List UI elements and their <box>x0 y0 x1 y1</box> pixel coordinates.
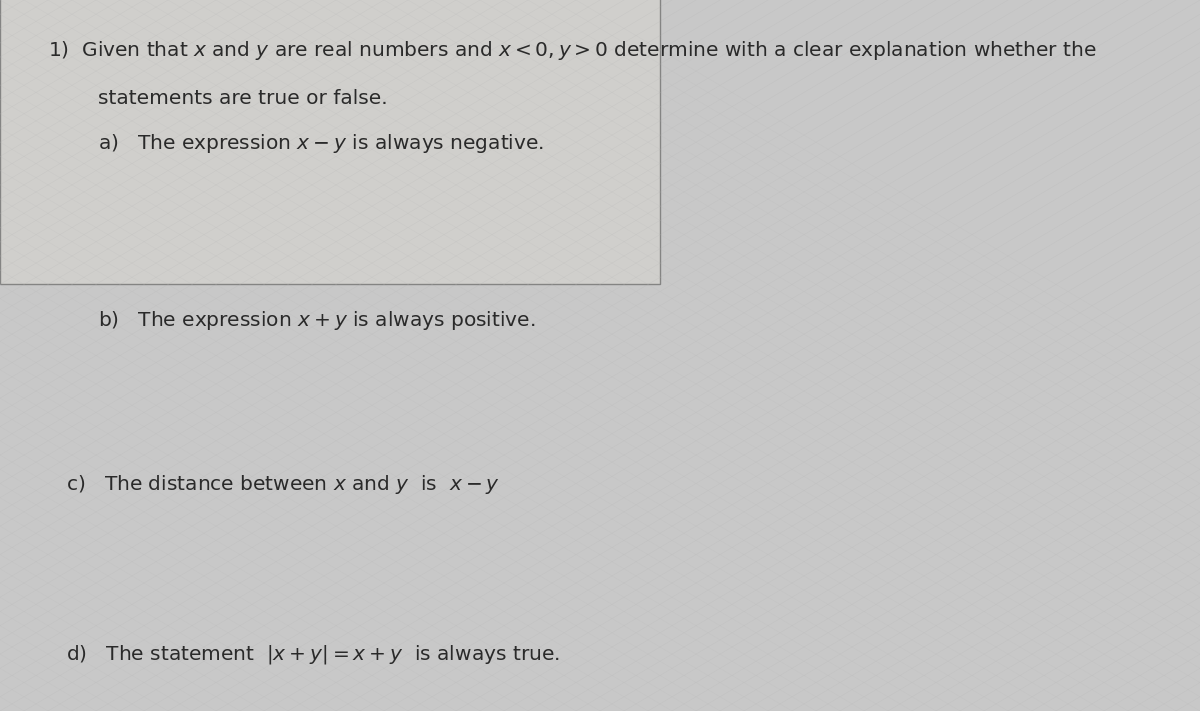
Text: c)   The distance between $x$ and $y$  is  $x - y$: c) The distance between $x$ and $y$ is $… <box>66 473 500 496</box>
Text: a)   The expression $x - y$ is always negative.: a) The expression $x - y$ is always nega… <box>98 132 545 154</box>
Text: 1)  Given that $x$ and $y$ are real numbers and $x < 0, y > 0$ determine with a : 1) Given that $x$ and $y$ are real numbe… <box>48 39 1097 62</box>
Text: statements are true or false.: statements are true or false. <box>98 89 388 108</box>
FancyBboxPatch shape <box>0 0 660 284</box>
Text: d)   The statement  $|x + y| = x + y$  is always true.: d) The statement $|x + y| = x + y$ is al… <box>66 643 559 666</box>
Text: b)   The expression $x + y$ is always positive.: b) The expression $x + y$ is always posi… <box>98 309 536 332</box>
